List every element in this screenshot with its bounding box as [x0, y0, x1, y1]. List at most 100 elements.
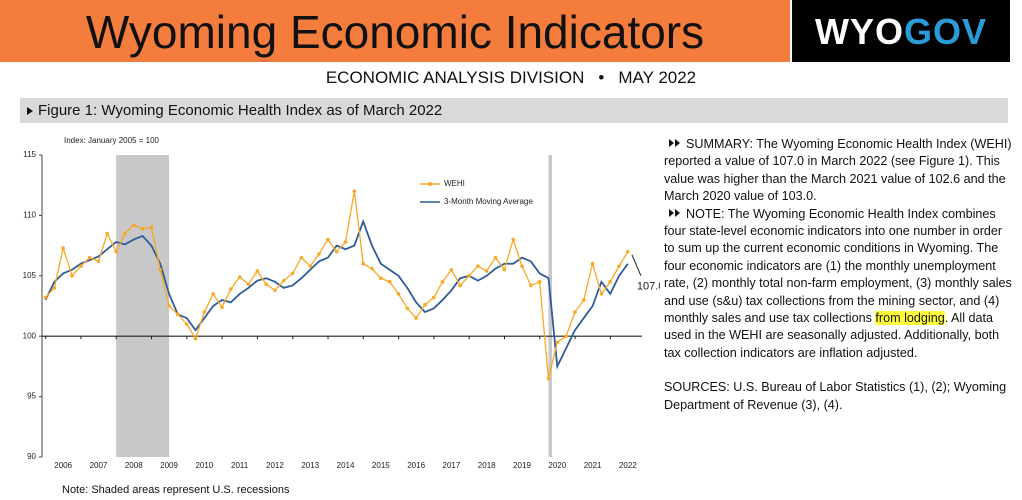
point — [484, 269, 489, 273]
y-tick-label: 110 — [23, 211, 36, 220]
point — [387, 280, 392, 284]
point — [529, 283, 533, 288]
point — [352, 189, 357, 194]
subtitle: ECONOMIC ANALYSIS DIVISION • MAY 2022 — [0, 68, 1022, 88]
highlight: from lodging — [875, 311, 945, 326]
point — [114, 249, 118, 254]
separator: • — [598, 68, 605, 87]
point — [581, 298, 586, 302]
header-title: Wyoming Economic Indicators — [85, 6, 705, 58]
point — [158, 267, 163, 272]
point — [105, 231, 110, 236]
figure-title: Figure 1: Wyoming Economic Health Index … — [38, 102, 443, 119]
series-line — [44, 218, 629, 370]
sources: SOURCES: U.S. Bureau of Labor Statistics… — [664, 380, 1007, 412]
x-tick-label: 2006 — [54, 461, 72, 470]
summary-text: SUMMARY: The Wyoming Economic Health Ind… — [664, 137, 1012, 204]
point — [326, 237, 330, 242]
point — [43, 295, 48, 300]
point — [202, 310, 207, 314]
point — [396, 292, 401, 296]
point — [131, 223, 136, 227]
point — [546, 376, 551, 381]
point — [599, 292, 604, 296]
point — [414, 316, 418, 320]
y-axis-label: Index: January 2005 = 100 — [64, 136, 160, 145]
point — [537, 280, 542, 284]
point — [343, 240, 348, 244]
point — [476, 264, 480, 268]
point — [79, 264, 83, 268]
point — [379, 276, 383, 281]
x-tick-label: 2016 — [407, 461, 425, 470]
x-tick-label: 2014 — [337, 461, 355, 470]
point — [193, 336, 198, 341]
end-label: 107.0 — [637, 281, 660, 293]
point — [361, 261, 365, 266]
figure-header: Figure 1: Wyoming Economic Health Index … — [20, 98, 1008, 123]
x-tick-label: 2022 — [619, 461, 637, 470]
note-text: . All data used in the WEHI are seasonal… — [664, 311, 1000, 360]
x-tick-label: 2011 — [231, 461, 249, 470]
x-tick-label: 2015 — [372, 461, 390, 470]
bullet-icon — [669, 208, 680, 217]
point — [96, 259, 101, 264]
point — [176, 312, 180, 317]
point — [299, 255, 304, 260]
y-tick-label: 90 — [27, 452, 36, 461]
x-tick-label: 2007 — [90, 461, 108, 470]
point — [167, 304, 171, 308]
point — [149, 225, 154, 230]
date: MAY 2022 — [618, 68, 697, 87]
logo-wyo: WYO — [814, 11, 904, 52]
header-band — [0, 0, 790, 62]
division: ECONOMIC ANALYSIS DIVISION — [325, 68, 585, 87]
point — [431, 295, 436, 300]
point — [220, 305, 224, 310]
point — [211, 292, 215, 296]
logo-gov: GOV — [903, 11, 987, 52]
point — [61, 246, 65, 250]
figure-icon — [27, 107, 33, 116]
point — [317, 252, 321, 256]
point — [405, 306, 410, 311]
x-tick-label: 2019 — [513, 461, 531, 470]
point — [564, 334, 568, 339]
point — [229, 287, 233, 291]
x-tick-label: 2008 — [125, 461, 143, 470]
leader-line — [631, 254, 642, 276]
point — [123, 231, 127, 236]
point — [87, 255, 92, 260]
point — [281, 278, 286, 283]
y-tick-label: 115 — [23, 150, 36, 159]
point — [140, 226, 145, 231]
x-tick-label: 2013 — [301, 461, 319, 470]
y-tick-label: 95 — [27, 392, 36, 401]
point — [70, 274, 74, 278]
point — [590, 261, 595, 266]
x-tick-label: 2020 — [548, 461, 566, 470]
point — [423, 302, 427, 307]
y-tick-label: 100 — [23, 331, 37, 340]
recession-shade — [116, 155, 170, 457]
point — [237, 275, 242, 279]
bullet-icon — [669, 139, 680, 147]
point — [449, 267, 454, 272]
legend-label: WEHI — [444, 179, 465, 188]
legend-marker — [428, 182, 432, 186]
point — [370, 266, 374, 271]
point — [440, 280, 445, 284]
point — [626, 249, 630, 254]
point — [273, 288, 277, 293]
point — [502, 267, 507, 272]
x-tick-label: 2021 — [584, 461, 602, 470]
y-tick-label: 105 — [23, 271, 37, 280]
point — [555, 340, 560, 345]
recession-shade — [548, 155, 552, 457]
x-tick-label: 2017 — [443, 461, 461, 470]
point — [308, 264, 313, 268]
x-tick-label: 2010 — [195, 461, 213, 470]
x-tick-label: 2018 — [478, 461, 496, 470]
logo: WYOGOV — [792, 0, 1010, 62]
note-paragraph: NOTE: The Wyoming Economic Health Index … — [664, 206, 1014, 363]
